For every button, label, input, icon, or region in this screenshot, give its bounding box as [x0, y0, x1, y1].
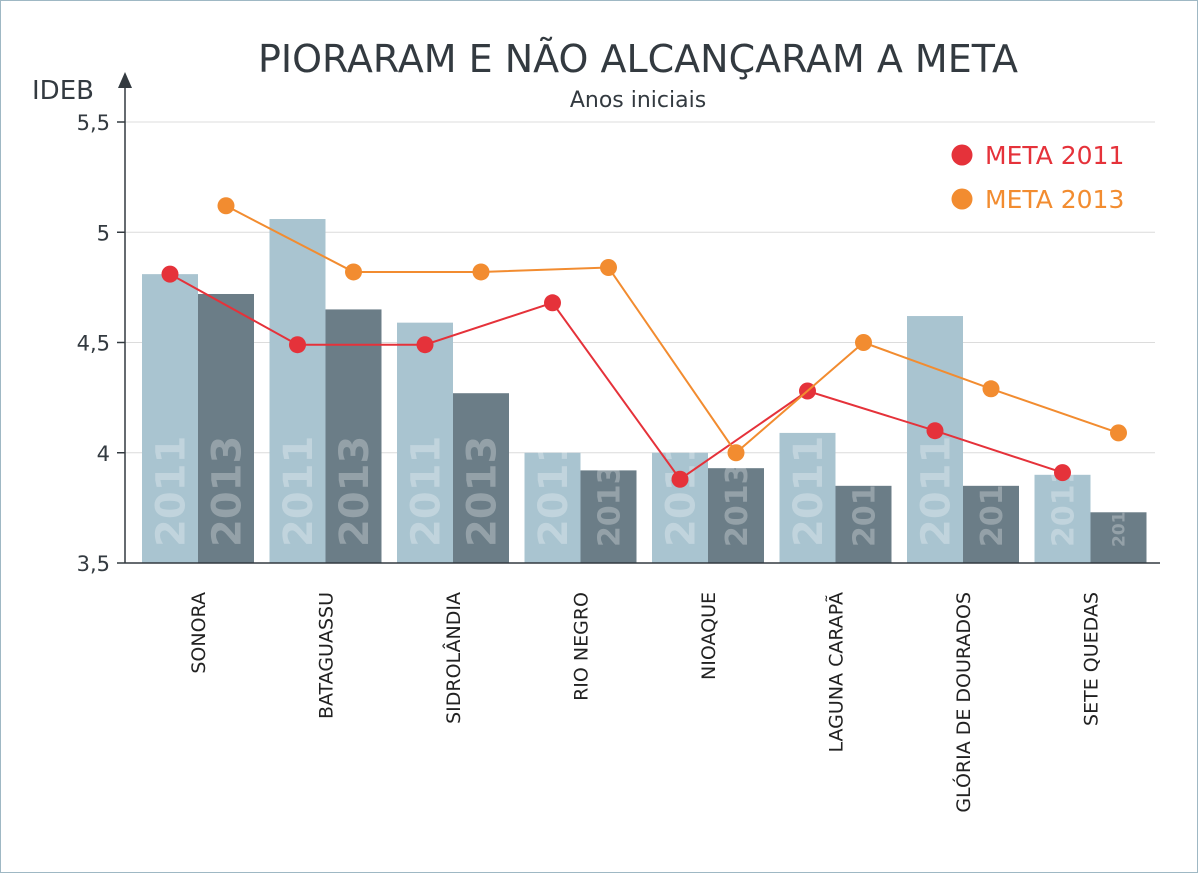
y-tick-label: 5,5 [77, 111, 110, 135]
category-labels: SONORA BATAGUASSU SIDROLÂNDIA RIO NEGRO NIOA… [188, 592, 1103, 813]
y-tick-label: 5 [97, 221, 110, 245]
bar-2013 [835, 485, 892, 563]
bar-year-label: 2011 [531, 436, 577, 547]
legend: META 2011 META 2013 [951, 141, 1124, 214]
meta-lines [161, 197, 1127, 488]
bar-2011 [907, 316, 963, 563]
bar-2013 [1090, 512, 1147, 563]
bar-2013 [325, 309, 382, 563]
bar-year-label: 2013 [1110, 500, 1130, 547]
series-line [225, 204, 1119, 455]
bar-2013 [198, 293, 254, 563]
bar-2011 [779, 432, 836, 563]
category-label: BATAGUASSU [316, 592, 338, 719]
bar-year-label: 2011 [786, 436, 832, 547]
category-label: LAGUNA CARAPÃ [825, 592, 848, 753]
bar-year-label: 2013 [204, 436, 250, 547]
category-label: RIO NEGRO [571, 592, 593, 701]
bar-2011 [142, 274, 198, 563]
series-point [289, 336, 306, 354]
series-point [345, 263, 362, 281]
bar-year-label: 2011 [658, 436, 704, 547]
series-point [600, 259, 617, 277]
bar-year-label: 2013 [847, 464, 882, 548]
legend-marker [951, 188, 973, 210]
chart-subtitle: Anos iniciais [570, 88, 706, 113]
y-tick-label: 4,5 [77, 332, 110, 356]
y-axis-label: IDEB [32, 76, 94, 106]
bar-2013 [963, 485, 1019, 563]
bar-2011 [397, 322, 453, 563]
series-point [544, 294, 561, 312]
bar-2013 [708, 468, 764, 563]
bar-year-label: 2011 [403, 436, 449, 547]
series-point [982, 380, 1000, 398]
series-point [855, 334, 872, 351]
bar-year-label: 2013 [332, 436, 378, 547]
legend-label: META 2013 [985, 185, 1124, 214]
bar-year-label: 2013 [459, 436, 505, 547]
bar-2011 [1034, 474, 1091, 563]
category-label: GLÓRIA DE DOURADOS [951, 592, 975, 813]
chart-title: PIORARAM E NÃO ALCANÇARAM A META [258, 37, 1018, 81]
bar-2011 [524, 452, 581, 563]
series-line [169, 273, 1063, 481]
series-point [1054, 464, 1071, 482]
bar-2013 [580, 470, 637, 563]
bar-2011 [269, 219, 326, 563]
series-point [416, 336, 434, 354]
bar-2013 [453, 393, 509, 563]
category-label: SONORA [188, 592, 210, 674]
bar-year-label: 2013 [720, 464, 755, 548]
axes: 3,5 4 4,5 5 5,5 [77, 72, 1160, 576]
bar-year-label: 2013 [592, 464, 627, 548]
y-tick-label: 3,5 [77, 552, 110, 576]
bars: 2011 2013 2011 2013 2011 2013 2011 2013 2011 2013… [142, 219, 1147, 563]
series-point [472, 263, 490, 281]
series-point [727, 444, 745, 462]
category-label: SETE QUEDAS [1081, 592, 1103, 726]
legend-marker [951, 144, 973, 166]
y-tick-label: 4 [97, 442, 110, 466]
series-point [926, 422, 944, 440]
series-point [217, 197, 235, 215]
category-label: NIOAQUE [698, 592, 720, 680]
bar-year-label: 2011 [276, 436, 322, 547]
legend-label: META 2011 [985, 141, 1124, 170]
series-point [161, 265, 179, 283]
y-axis-arrow-icon [118, 72, 132, 88]
category-label: SIDROLÂNDIA [442, 592, 465, 724]
bar-year-label: 2013 [975, 463, 1010, 547]
series-point [671, 470, 689, 488]
series-point [1110, 424, 1127, 442]
bar-year-label: 2011 [913, 436, 959, 547]
bar-year-label: 2011 [148, 436, 194, 547]
